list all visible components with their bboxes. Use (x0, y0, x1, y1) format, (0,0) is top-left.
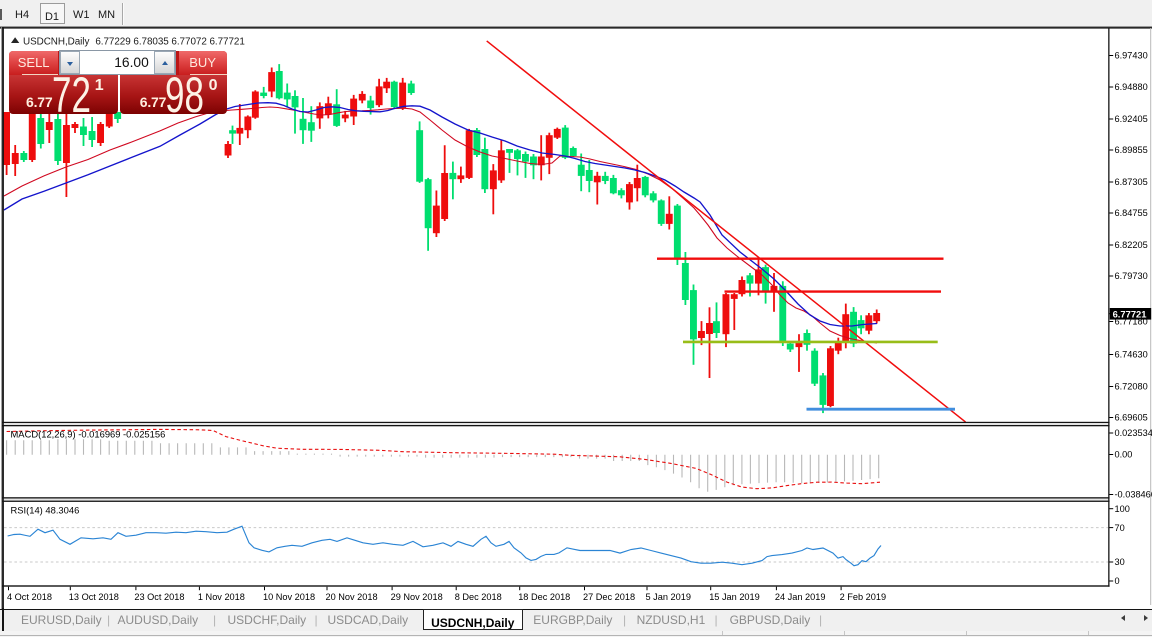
svg-text:6.92405: 6.92405 (1115, 114, 1148, 124)
svg-text:6.89855: 6.89855 (1115, 145, 1148, 155)
svg-text:2 Feb 2019: 2 Feb 2019 (840, 592, 887, 602)
svg-text:30: 30 (1115, 557, 1125, 567)
svg-text:0.023534: 0.023534 (1115, 428, 1152, 438)
svg-text:15 Jan 2019: 15 Jan 2019 (709, 592, 760, 602)
svg-text:0: 0 (1115, 576, 1120, 586)
svg-text:10 Nov 2018: 10 Nov 2018 (263, 592, 315, 602)
svg-text:18 Dec 2018: 18 Dec 2018 (518, 592, 570, 602)
svg-text:6.77721: 6.77721 (1113, 308, 1147, 319)
svg-text:20 Nov 2018: 20 Nov 2018 (326, 592, 378, 602)
svg-text:4 Oct 2018: 4 Oct 2018 (7, 592, 52, 602)
svg-text:6.77180: 6.77180 (1115, 317, 1148, 327)
svg-text:29 Nov 2018: 29 Nov 2018 (391, 592, 443, 602)
svg-text:70: 70 (1115, 523, 1125, 533)
svg-text:0.00: 0.00 (1115, 450, 1133, 460)
svg-text:27 Dec 2018: 27 Dec 2018 (583, 592, 635, 602)
svg-text:MACD(12,26,9) -0.016969 -0.025: MACD(12,26,9) -0.016969 -0.025156 (11, 429, 166, 440)
svg-text:8 Dec 2018: 8 Dec 2018 (455, 592, 502, 602)
svg-text:23 Oct 2018: 23 Oct 2018 (134, 592, 184, 602)
svg-text:6.74630: 6.74630 (1115, 350, 1148, 360)
svg-text:13 Oct 2018: 13 Oct 2018 (69, 592, 119, 602)
svg-text:100: 100 (1115, 504, 1130, 514)
svg-text:6.87305: 6.87305 (1115, 177, 1148, 187)
svg-text:6.69605: 6.69605 (1115, 413, 1148, 423)
svg-text:6.84755: 6.84755 (1115, 208, 1148, 218)
svg-text:1 Nov 2018: 1 Nov 2018 (198, 592, 245, 602)
svg-text:6.79730: 6.79730 (1115, 271, 1148, 281)
svg-text:-0.038466: -0.038466 (1115, 490, 1152, 500)
svg-text:6.72080: 6.72080 (1115, 382, 1148, 392)
svg-text:24 Jan 2019: 24 Jan 2019 (775, 592, 826, 602)
svg-text:6.82205: 6.82205 (1115, 240, 1148, 250)
svg-text:6.94880: 6.94880 (1115, 82, 1148, 92)
svg-text:6.97430: 6.97430 (1115, 51, 1148, 61)
svg-text:5 Jan 2019: 5 Jan 2019 (646, 592, 691, 602)
svg-text:RSI(14) 48.3046: RSI(14) 48.3046 (11, 505, 80, 516)
